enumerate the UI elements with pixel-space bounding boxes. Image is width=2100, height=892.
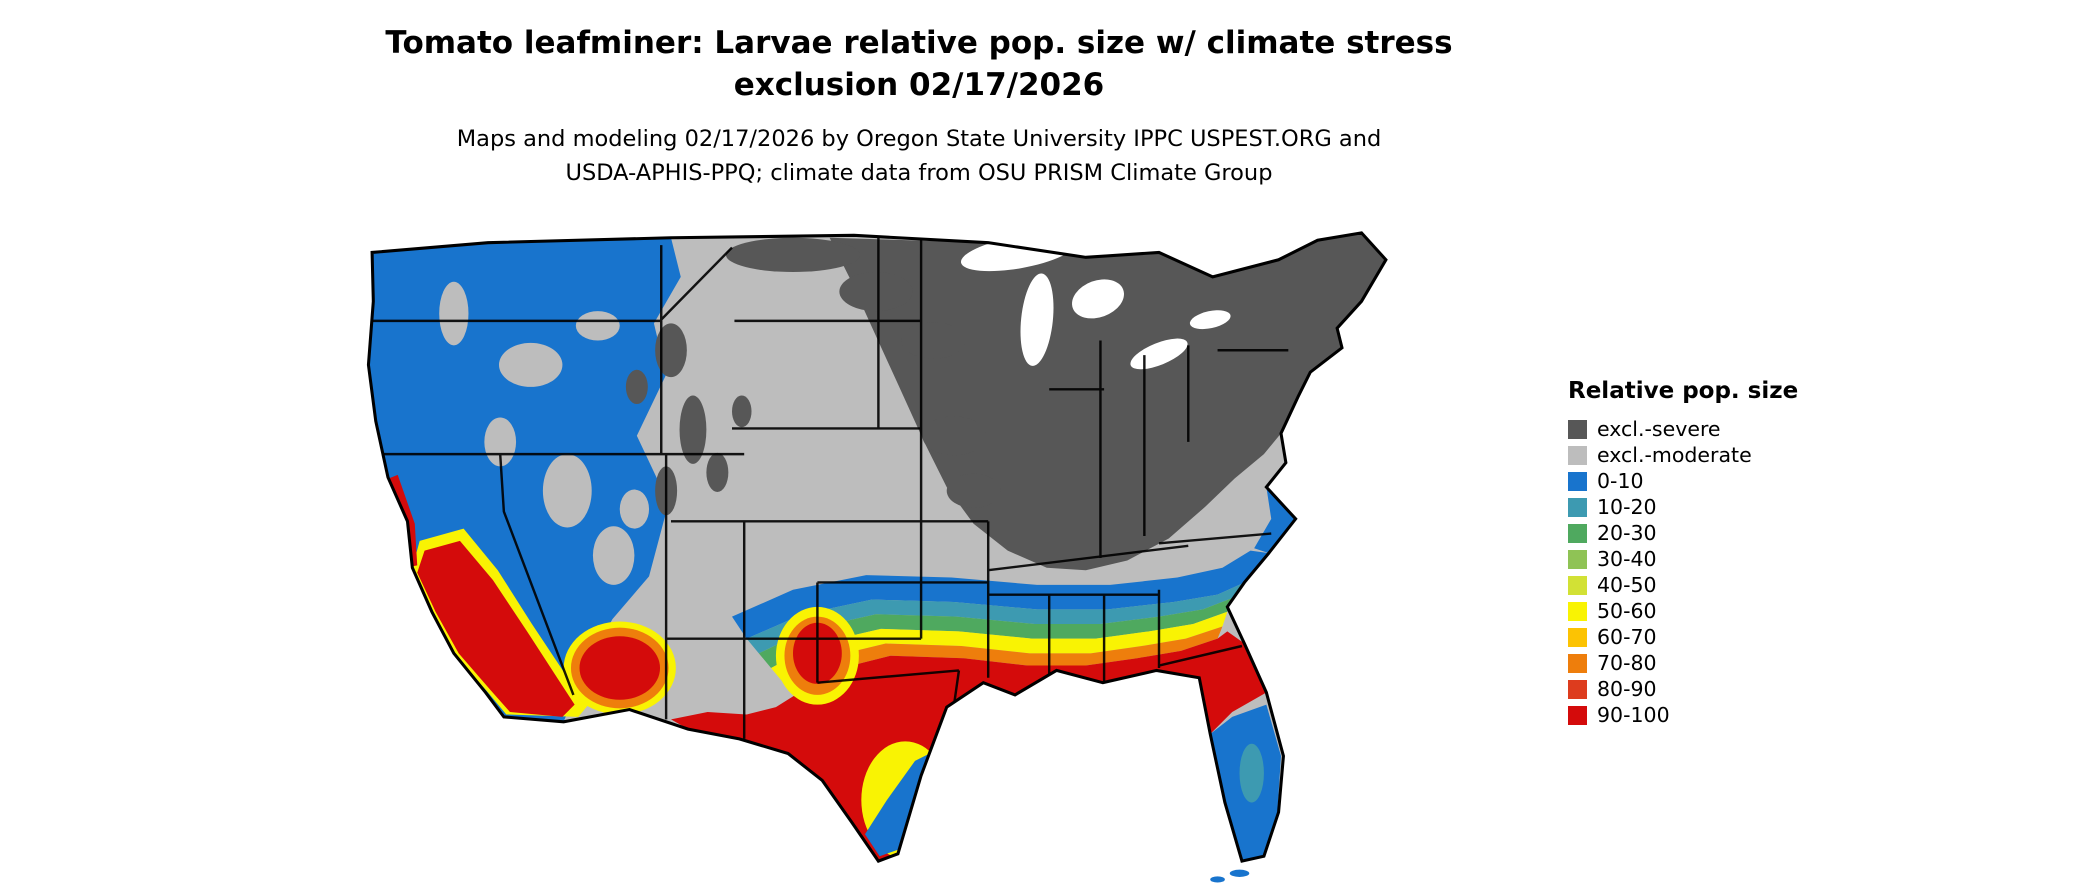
figure-subtitle-line2: USDA-APHIS-PPQ; climate data from OSU PR… <box>565 160 1273 186</box>
legend-item: 60-70 <box>1568 624 1798 650</box>
legend-item: excl.-moderate <box>1568 442 1798 468</box>
legend-swatch <box>1568 445 1587 465</box>
legend-label: 40-50 <box>1597 573 1657 597</box>
legend-item: 50-60 <box>1568 598 1798 624</box>
legend-item: 40-50 <box>1568 572 1798 598</box>
legend-swatch <box>1568 705 1587 725</box>
legend-item: 90-100 <box>1568 702 1798 728</box>
figure-subtitle-line1: Maps and modeling 02/17/2026 by Oregon S… <box>456 126 1382 152</box>
state-borders <box>370 235 1289 739</box>
legend: Relative pop. size excl.-severe excl.-mo… <box>1568 378 1798 728</box>
legend-label: 20-30 <box>1597 521 1657 545</box>
map-overlay-teal-florida <box>1239 743 1264 803</box>
legend-swatch <box>1568 575 1587 595</box>
legend-swatch <box>1568 653 1587 673</box>
legend-label: 60-70 <box>1597 625 1657 649</box>
map-region-south-band-teal <box>746 582 1245 654</box>
legend-label: excl.-moderate <box>1597 443 1752 467</box>
legend-swatch <box>1568 601 1587 621</box>
us-map <box>366 231 1388 883</box>
legend-item: 80-90 <box>1568 676 1798 702</box>
great-lakes <box>960 233 1231 370</box>
legend-item: 30-40 <box>1568 546 1798 572</box>
legend-item: 0-10 <box>1568 468 1798 494</box>
florida-keys <box>1210 869 1250 883</box>
legend-swatch <box>1568 497 1587 517</box>
legend-label: 90-100 <box>1597 703 1670 727</box>
legend-items: excl.-severe excl.-moderate 0-10 10-20 2… <box>1568 416 1798 728</box>
legend-swatch <box>1568 549 1587 569</box>
legend-label: 0-10 <box>1597 469 1644 493</box>
figure-title-line1: Tomato leafminer: Larvae relative pop. s… <box>385 25 1453 61</box>
legend-swatch <box>1568 627 1587 647</box>
legend-label: 30-40 <box>1597 547 1657 571</box>
legend-title: Relative pop. size <box>1568 378 1799 404</box>
legend-item: 10-20 <box>1568 494 1798 520</box>
legend-label: 50-60 <box>1597 599 1657 623</box>
figure-subtitle: Maps and modeling 02/17/2026 by Oregon S… <box>319 122 1519 190</box>
legend-label: 70-80 <box>1597 651 1657 675</box>
us-outline <box>366 231 1388 863</box>
map-region-severe <box>625 232 1386 571</box>
figure-title-line2: exclusion 02/17/2026 <box>733 67 1105 103</box>
legend-label: 80-90 <box>1597 677 1657 701</box>
legend-swatch <box>1568 523 1587 543</box>
map-region-south-band-orange <box>783 626 1223 695</box>
map-region-south-band-green <box>758 597 1235 668</box>
legend-item: 70-80 <box>1568 650 1798 676</box>
legend-swatch <box>1568 679 1587 699</box>
figure-title: Tomato leafminer: Larvae relative pop. s… <box>319 22 1519 106</box>
legend-swatch <box>1568 419 1587 439</box>
legend-item: 20-30 <box>1568 520 1798 546</box>
legend-item: excl.-severe <box>1568 416 1798 442</box>
legend-swatch <box>1568 471 1587 491</box>
legend-label: excl.-severe <box>1597 417 1721 441</box>
legend-label: 10-20 <box>1597 495 1657 519</box>
